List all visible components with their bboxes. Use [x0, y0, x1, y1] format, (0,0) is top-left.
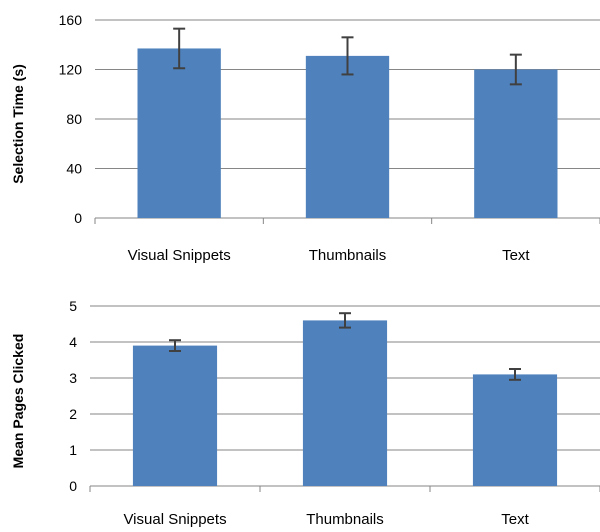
- bar: [132, 345, 218, 486]
- y-tick-label: 4: [69, 334, 77, 350]
- bar: [137, 48, 221, 219]
- category-label: Text: [502, 247, 530, 264]
- category-label: Visual Snippets: [128, 247, 231, 264]
- bar: [302, 320, 388, 486]
- chart-1: 0 40 80 120 160 Visual Snippets Thumbnails Text…: [10, 12, 600, 264]
- category-label: Text: [501, 511, 529, 528]
- category-label: Thumbnails: [309, 247, 387, 264]
- bar: [472, 374, 558, 486]
- bar: [474, 69, 558, 218]
- y-axis-title: Mean Pages Clicked: [10, 334, 26, 469]
- y-tick-label: 2: [69, 406, 77, 422]
- y-tick-label: 3: [69, 370, 77, 386]
- y-tick-label: 40: [66, 161, 82, 177]
- y-axis-title: Selection Time (s): [10, 64, 26, 184]
- category-label: Thumbnails: [306, 511, 384, 528]
- chart-2: 0 1 2 3 4 5 Visual Snippets Thumbnails Text Mean …: [10, 298, 600, 528]
- y-tick-label: 0: [74, 210, 82, 226]
- bar: [305, 55, 390, 219]
- y-tick-label: 120: [59, 62, 83, 78]
- y-tick-label: 1: [69, 442, 77, 458]
- y-tick-label: 5: [69, 298, 77, 314]
- y-tick-label: 0: [69, 478, 77, 494]
- y-tick-label: 160: [59, 12, 83, 28]
- y-tick-label: 80: [66, 111, 82, 127]
- category-label: Visual Snippets: [123, 511, 226, 528]
